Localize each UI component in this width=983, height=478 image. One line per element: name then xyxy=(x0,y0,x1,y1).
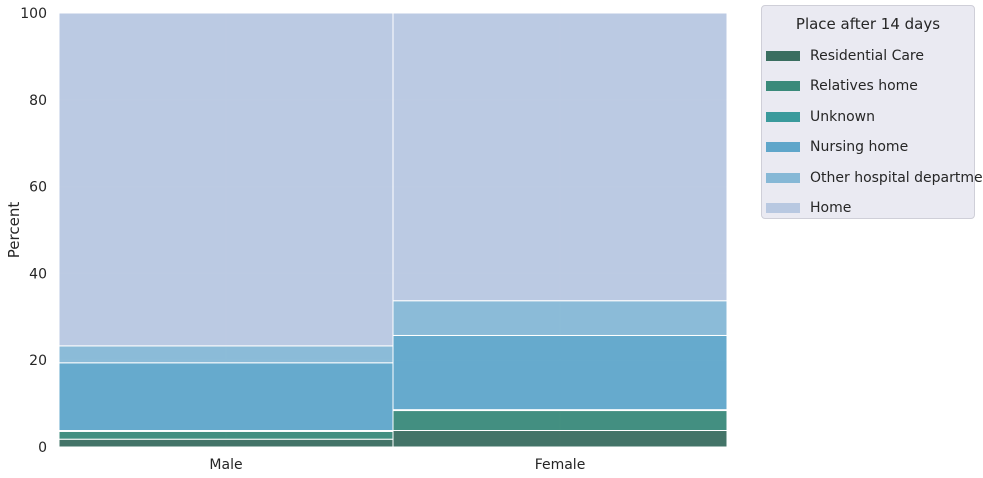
bars xyxy=(58,12,728,448)
legend-label: Other hospital departments xyxy=(810,169,983,186)
legend-item: Unknown xyxy=(766,107,875,127)
legend-item: Nursing home xyxy=(766,137,908,157)
x-tick-labels: Male Female xyxy=(209,457,585,473)
legend-item: Relatives home xyxy=(766,76,918,96)
bar-segment xyxy=(392,334,728,411)
legend: Place after 14 days Residential Care Rela… xyxy=(761,5,983,219)
y-tick-label: 0 xyxy=(38,440,47,456)
legend-title: Place after 14 days xyxy=(795,15,941,33)
bar-segment xyxy=(58,438,394,448)
bar-segment xyxy=(58,12,394,347)
bar-segment xyxy=(58,345,394,364)
y-tick-label: 80 xyxy=(29,93,47,109)
y-axis-label: Percent xyxy=(5,202,23,259)
legend-swatch xyxy=(766,81,800,92)
y-tick-label: 20 xyxy=(29,353,47,369)
legend-swatch xyxy=(766,51,800,61)
x-tick-label: Female xyxy=(535,457,586,473)
x-tick-label: Male xyxy=(209,457,242,473)
bar-segment xyxy=(392,430,728,448)
y-tick-label: 100 xyxy=(20,6,47,22)
legend-label: Nursing home xyxy=(810,139,909,156)
y-tick-label: 60 xyxy=(29,180,47,196)
legend-swatch xyxy=(766,142,800,153)
legend-label: Unknown xyxy=(810,108,875,125)
y-tick-label: 40 xyxy=(29,266,47,282)
bar-segment xyxy=(58,362,394,432)
legend-swatch xyxy=(766,203,800,213)
bar-segment xyxy=(58,430,394,440)
bar-segment xyxy=(392,410,728,432)
legend-swatch xyxy=(766,172,800,183)
bar-segment xyxy=(392,12,728,302)
legend-item: Residential Care xyxy=(766,46,924,66)
legend-swatch xyxy=(766,111,800,122)
legend-item: Home xyxy=(766,198,851,218)
y-tick-labels: 0 20 40 60 80 100 xyxy=(20,6,47,456)
legend-label: Relatives home xyxy=(810,78,918,95)
legend-label: Home xyxy=(810,200,852,216)
bar-segment xyxy=(392,300,728,336)
legend-label: Residential Care xyxy=(810,48,924,64)
legend-item: Other hospital departments xyxy=(766,168,983,188)
